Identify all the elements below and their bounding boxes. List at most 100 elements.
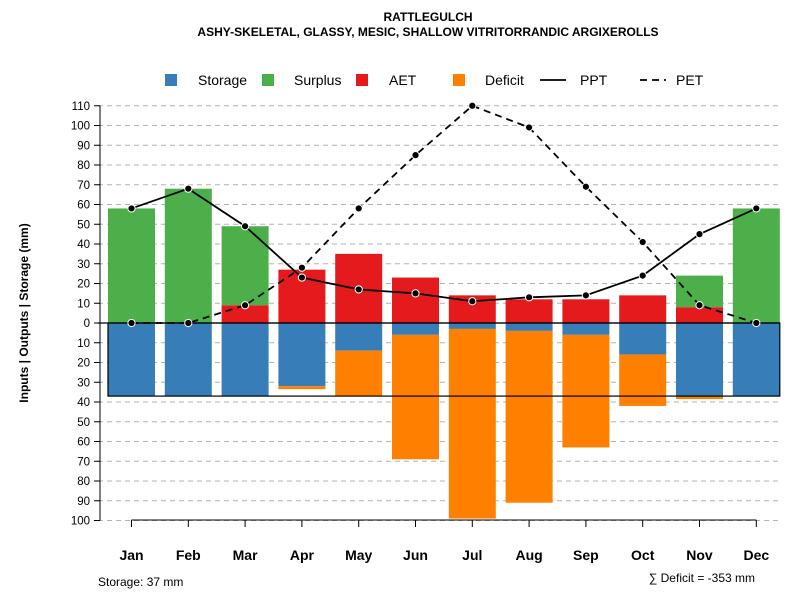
bar-aet-oct: [619, 295, 667, 323]
bar-storage-sep: [562, 323, 610, 335]
legend-deficit-swatch: [453, 74, 465, 86]
legend-storage-label: Storage: [198, 72, 247, 88]
point-ppt-dec: [752, 204, 761, 213]
series-lines: [127, 101, 761, 328]
y-tick-label: 70: [77, 456, 90, 468]
legend-surplus-swatch: [262, 74, 274, 86]
storage-note: Storage: 37 mm: [98, 575, 183, 589]
legend-aet-label: AET: [389, 72, 417, 88]
point-pet-feb: [184, 318, 193, 328]
chart-title: RATTLEGULCH: [383, 10, 472, 24]
point-ppt-jan: [127, 204, 136, 213]
legend-ppt-label: PPT: [580, 72, 608, 88]
point-pet-jan: [127, 318, 136, 328]
bar-storage-mar: [221, 323, 269, 397]
bar-aet-aug: [505, 299, 553, 323]
point-pet-mar: [241, 301, 250, 310]
legend-ppt: PPT: [540, 72, 608, 88]
point-ppt-nov: [695, 230, 704, 239]
y-tick-label: 80: [77, 160, 90, 172]
point-ppt-sep: [581, 291, 591, 300]
bar-deficit-jun: [392, 334, 439, 460]
bar-storage-aug: [505, 323, 553, 331]
bar-storage-oct: [619, 323, 667, 355]
point-ppt-jul: [468, 297, 477, 306]
point-pet-may: [354, 204, 363, 213]
legend-aet-swatch: [356, 74, 368, 86]
bar-storage-may: [335, 323, 383, 351]
x-tick-label-jan: Jan: [119, 547, 143, 563]
bar-deficit-nov: [676, 396, 723, 400]
x-tick-label-apr: Apr: [290, 547, 315, 563]
y-tick-label: 20: [77, 279, 90, 291]
storage-capacity-box-layer: [98, 322, 781, 397]
chart-subtitle: ASHY-SKELETAL, GLASSY, MESIC, SHALLOW VI…: [197, 25, 658, 39]
legend-deficit-label: Deficit: [485, 72, 524, 88]
bar-aet-mar: [221, 305, 269, 323]
x-tick-label-jun: Jun: [403, 547, 428, 563]
legend-surplus: Surplus: [262, 72, 341, 88]
y-tick-label: 50: [77, 417, 90, 429]
legend-aet: AET: [356, 72, 417, 88]
point-pet-oct: [638, 237, 647, 247]
y-tick-label: 60: [77, 437, 90, 449]
bar-storage-jan: [108, 323, 155, 397]
y-tick-label: 90: [77, 140, 90, 152]
bar-aet-sep: [562, 299, 610, 323]
point-ppt-aug: [525, 293, 534, 302]
y-axis-label: Inputs | Outputs | Storage (mm): [17, 223, 31, 402]
bar-storage-nov: [676, 323, 723, 397]
bar-storage-feb: [164, 323, 212, 397]
point-pet-sep: [581, 182, 591, 191]
x-tick-label-feb: Feb: [176, 547, 201, 563]
bar-storage-jun: [392, 323, 439, 335]
legend: Storage Surplus AET Deficit PPT PET: [165, 72, 704, 88]
y-tick-label: 20: [77, 358, 90, 370]
bar-deficit-sep: [562, 334, 610, 448]
y-tick-label: 30: [77, 377, 90, 389]
y-tick-label: 40: [77, 239, 90, 251]
storage-capacity-box: [107, 322, 781, 397]
y-tick-label: 70: [77, 180, 90, 192]
x-tick-label-mar: Mar: [233, 547, 258, 563]
x-tick-label-sep: Sep: [573, 547, 599, 563]
bar-storage-dec: [732, 323, 780, 397]
bar-deficit-apr: [278, 386, 326, 390]
y-tick-label: 50: [77, 219, 90, 231]
x-tick-label-aug: Aug: [515, 547, 542, 563]
bar-deficit-oct: [619, 354, 667, 406]
y-tick-label: 10: [77, 338, 90, 350]
point-ppt-apr: [297, 273, 306, 282]
y-tick-label: 30: [77, 259, 90, 271]
legend-pet: PET: [640, 72, 704, 88]
point-pet-aug: [525, 123, 534, 132]
deficit-note: ∑ Deficit = -353 mm: [649, 571, 755, 585]
point-pet-jul: [468, 101, 477, 110]
bar-deficit-may: [335, 350, 383, 397]
bar-deficit-aug: [505, 330, 553, 503]
y-tick-label: 60: [77, 200, 90, 212]
point-pet-apr: [297, 263, 306, 272]
legend-storage-swatch: [165, 74, 177, 86]
bar-aet-jun: [392, 277, 439, 323]
point-pet-jun: [411, 151, 420, 160]
point-ppt-feb: [184, 184, 193, 193]
y-tick-label: 110: [72, 101, 90, 113]
y-axis: 1101009080706050403020100102030405060708…: [71, 101, 101, 528]
x-tick-label-dec: Dec: [743, 547, 769, 563]
bar-surplus-dec: [732, 208, 780, 323]
bar-surplus-feb: [164, 188, 212, 323]
bar-deficit-jul: [448, 328, 496, 519]
point-pet-dec: [752, 318, 761, 328]
point-ppt-mar: [241, 222, 250, 231]
y-tick-label: 40: [77, 397, 90, 409]
bars: [108, 188, 780, 519]
line-ppt: [131, 187, 757, 303]
y-tick-label: 100: [71, 121, 90, 133]
x-tick-label-oct: Oct: [631, 547, 655, 563]
bar-aet-nov: [676, 307, 723, 323]
legend-pet-label: PET: [676, 72, 704, 88]
point-ppt-may: [354, 285, 363, 294]
x-tick-label-may: May: [345, 547, 372, 563]
